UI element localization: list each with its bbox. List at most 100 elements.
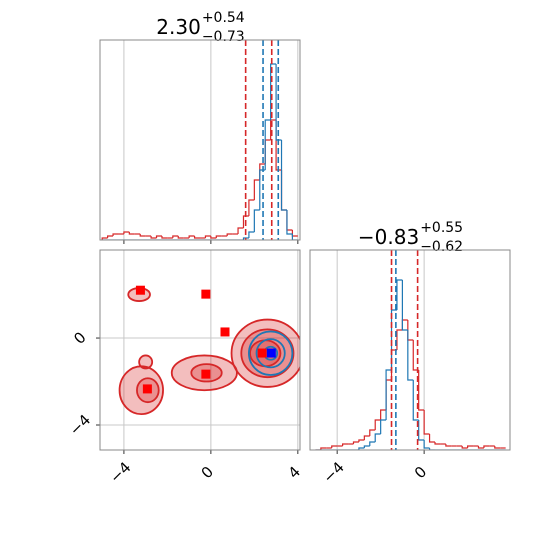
marker	[257, 348, 267, 358]
hist-step	[264, 119, 271, 170]
hist-step	[193, 236, 200, 239]
contour	[255, 338, 286, 369]
hist-step	[253, 209, 260, 232]
panel: −4 0 −0.83 +0.55 −0.62	[309, 220, 511, 487]
axes-frame	[99, 249, 301, 451]
hist-step	[150, 236, 157, 239]
hist-step	[188, 235, 195, 238]
hist-step	[428, 434, 435, 443]
axes-frame	[99, 39, 301, 241]
marker	[266, 348, 276, 358]
hist-step	[286, 210, 293, 231]
contour	[248, 330, 294, 376]
hist-step	[374, 419, 381, 430]
hist-step	[380, 419, 387, 434]
hist-step	[374, 433, 381, 442]
hist-step	[161, 236, 168, 239]
hist-step	[331, 445, 338, 448]
y-tick-label: 0	[70, 328, 89, 347]
hist-step	[226, 233, 233, 236]
hist-step	[412, 380, 419, 421]
hist-step	[123, 231, 130, 234]
marker	[220, 327, 230, 337]
title-lower: −0.62	[420, 239, 463, 255]
hist-step	[242, 215, 249, 228]
plot-area	[315, 250, 506, 450]
hist-step	[396, 279, 403, 310]
hist-step	[358, 439, 365, 442]
hist-step	[380, 409, 387, 420]
hist-step	[423, 440, 430, 449]
panel: −4 0 4 −4 0	[66, 249, 304, 487]
x-tick-label: 0	[411, 463, 430, 482]
hist-step	[369, 429, 376, 436]
x-tick-label: −4	[319, 458, 347, 486]
hist-step	[418, 370, 425, 411]
hist-step	[483, 445, 490, 448]
x-tick-label: −4	[106, 458, 134, 486]
hist-step	[401, 280, 408, 331]
marker	[135, 285, 145, 295]
hist-step	[477, 446, 484, 449]
hist-step	[237, 227, 244, 234]
hist-step	[385, 379, 392, 410]
contour	[138, 354, 154, 370]
hist-step	[128, 232, 135, 235]
plot-area	[100, 250, 300, 450]
hist-step	[107, 235, 114, 238]
hist-step	[396, 329, 403, 350]
panel: 2.30 +0.54 −0.73	[99, 10, 301, 244]
x-tick-label: 0	[198, 463, 217, 482]
hist-step	[320, 447, 327, 450]
hist-step	[342, 443, 349, 446]
hist-step	[428, 448, 435, 450]
marker	[201, 369, 211, 379]
hist-step	[407, 320, 414, 341]
hist-step	[172, 235, 179, 238]
hist-step	[210, 236, 217, 239]
hist-step	[363, 435, 370, 440]
hist-step	[352, 441, 359, 444]
hist-step	[494, 446, 501, 449]
hist-step	[423, 410, 430, 435]
hist-step	[358, 447, 365, 450]
hist-step	[280, 140, 287, 211]
hist-step	[407, 330, 414, 381]
title-upper: +0.55	[420, 220, 463, 236]
title-upper: +0.54	[202, 10, 245, 26]
title-value: −0.83	[358, 225, 419, 249]
hist-step	[467, 445, 474, 448]
hist-step	[445, 444, 452, 447]
marker	[201, 289, 211, 299]
title-lower: −0.73	[202, 29, 245, 45]
hist-step	[363, 445, 370, 448]
hist-step	[177, 236, 184, 239]
hist-step	[291, 230, 298, 237]
hist-step	[139, 234, 146, 237]
hist-step	[270, 63, 277, 120]
hist-step	[264, 139, 271, 164]
hist-step	[286, 210, 293, 235]
marker	[142, 384, 152, 394]
hist-step	[275, 64, 282, 141]
hist-step	[155, 235, 162, 238]
hist-step	[434, 442, 441, 445]
x-tick-label: 4	[285, 463, 304, 482]
hist-step	[461, 446, 468, 449]
hist-step	[291, 234, 298, 240]
hist-step	[112, 233, 119, 236]
title-value: 2.30	[156, 15, 201, 39]
hist-step	[248, 231, 255, 238]
hist-step	[248, 199, 255, 216]
hist-step	[369, 441, 376, 446]
y-tick-label: −4	[66, 411, 94, 439]
axes-frame	[309, 249, 511, 451]
hist-step	[242, 237, 249, 240]
hist-step	[215, 235, 222, 238]
hist-step	[204, 235, 211, 238]
hist-step	[280, 170, 287, 211]
plot-area	[101, 40, 299, 240]
hist-step	[101, 237, 108, 240]
hist-step	[253, 179, 260, 200]
